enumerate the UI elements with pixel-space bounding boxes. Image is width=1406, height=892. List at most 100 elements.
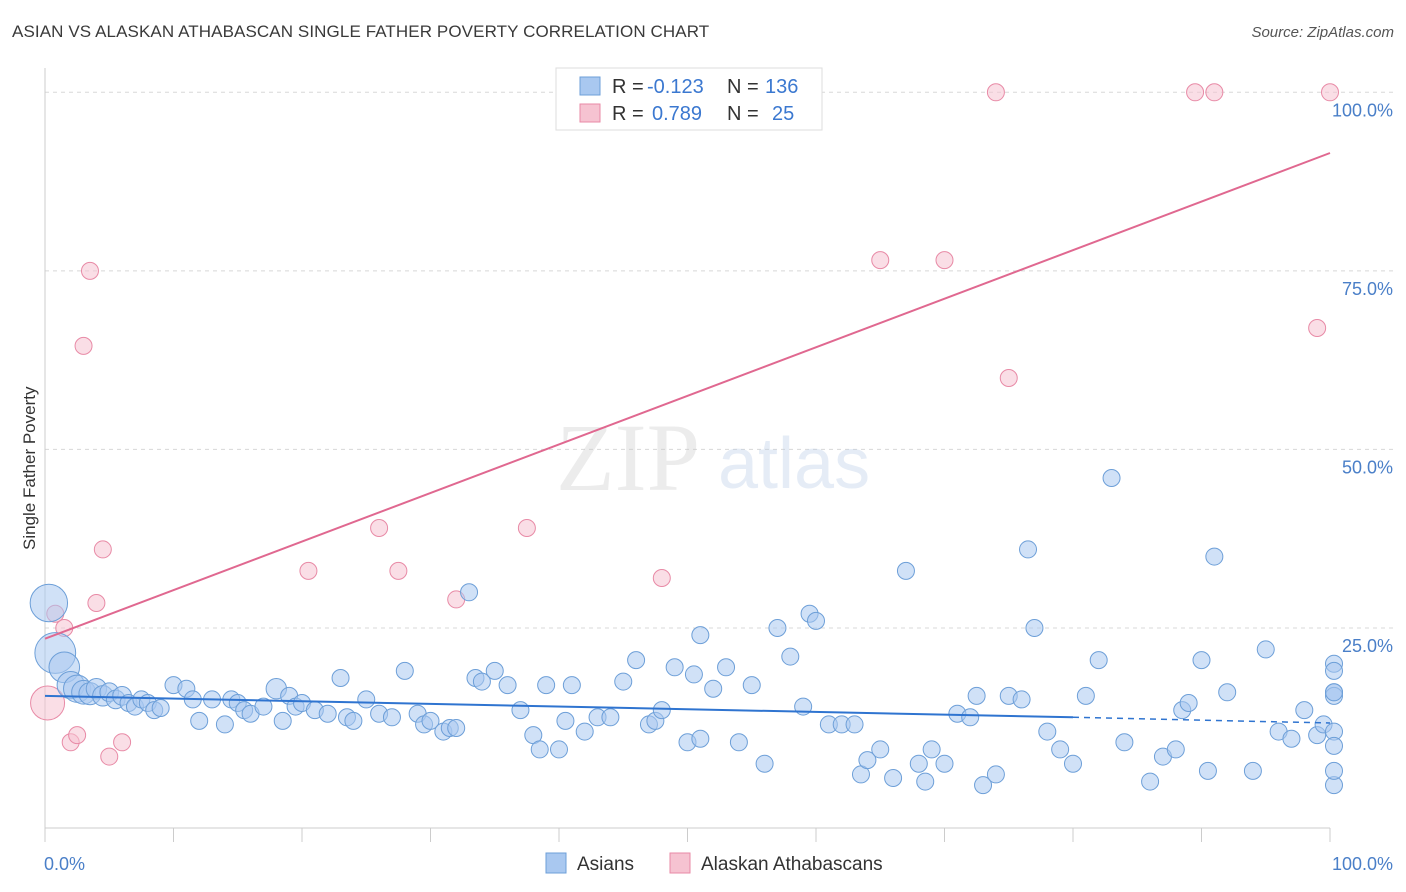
watermark-atlas: atlas bbox=[718, 424, 870, 504]
asians-point-30 bbox=[273, 711, 292, 730]
asians-point-121 bbox=[1243, 761, 1262, 780]
asians-point-48 bbox=[447, 719, 466, 737]
series-asians bbox=[29, 469, 1343, 795]
asians-point-60 bbox=[562, 676, 581, 695]
x-tick-label-0: 0.0% bbox=[44, 854, 85, 874]
y-tick-label-1: 50.0% bbox=[1342, 457, 1393, 477]
asians-point-125 bbox=[1295, 701, 1314, 720]
trend-line-athabascans bbox=[44, 152, 1331, 640]
athabascans-point-6 bbox=[80, 261, 99, 280]
athabascans-point-9 bbox=[100, 747, 119, 766]
asians-point-118 bbox=[1198, 761, 1217, 780]
athabascans-point-17 bbox=[871, 251, 890, 270]
asians-point-83 bbox=[807, 611, 825, 630]
legend-n-value-1: 136 bbox=[765, 76, 798, 98]
athabascans-point-19 bbox=[986, 83, 1005, 102]
chart-title: ASIAN VS ALASKAN ATHABASCAN SINGLE FATHE… bbox=[12, 22, 710, 41]
legend-r-label-1: R = bbox=[612, 76, 644, 98]
asians-point-89 bbox=[871, 740, 890, 759]
asians-point-63 bbox=[601, 708, 620, 727]
legend-swatch-asians bbox=[579, 76, 601, 96]
asians-point-117 bbox=[1192, 651, 1211, 670]
y-tick-label-0: 25.0% bbox=[1342, 636, 1393, 656]
athabascans-point-8 bbox=[93, 540, 112, 559]
athabascans-point-23 bbox=[1308, 319, 1327, 337]
asians-point-112 bbox=[1141, 772, 1160, 791]
asians-point-106 bbox=[1051, 740, 1070, 759]
bottom-legend-swatch-athabascans bbox=[669, 852, 691, 874]
asians-point-120 bbox=[1218, 683, 1237, 702]
athabascans-point-13 bbox=[389, 561, 408, 580]
asians-point-80 bbox=[781, 647, 800, 666]
asians-point-94 bbox=[922, 740, 941, 759]
asians-point-74 bbox=[704, 679, 723, 698]
legend-r-value-1: -0.123 bbox=[647, 76, 704, 98]
asians-point-88 bbox=[858, 751, 877, 770]
asians-point-124 bbox=[1282, 729, 1301, 748]
asians-point-108 bbox=[1076, 686, 1095, 705]
asians-point-54 bbox=[511, 701, 530, 720]
asians-point-97 bbox=[961, 708, 980, 727]
asians-point-134 bbox=[1325, 661, 1343, 680]
asians-point-75 bbox=[717, 658, 736, 677]
x-tick-labels: 0.0% 100.0% bbox=[44, 854, 1393, 874]
asians-point-114 bbox=[1166, 740, 1185, 759]
source-label: Source: ZipAtlas.com bbox=[1251, 24, 1394, 41]
asians-point-111 bbox=[1115, 733, 1134, 752]
asians-point-28 bbox=[254, 697, 273, 716]
asians-point-73 bbox=[691, 626, 710, 645]
legend-r-value-2: 0.789 bbox=[652, 103, 702, 125]
y-tick-label-2: 75.0% bbox=[1342, 279, 1393, 299]
asians-point-100 bbox=[986, 765, 1005, 784]
bottom-legend: Asians Alaskan Athabascans bbox=[545, 852, 883, 875]
asians-point-42 bbox=[395, 661, 414, 680]
asians-point-109 bbox=[1089, 651, 1108, 670]
x-tick-label-1: 100.0% bbox=[1332, 854, 1393, 874]
asians-point-52 bbox=[485, 661, 504, 680]
athabascans-point-21 bbox=[1186, 83, 1205, 102]
asians-point-90 bbox=[884, 769, 903, 787]
athabascans-point-18 bbox=[935, 251, 954, 270]
athabascans-point-4 bbox=[68, 726, 87, 745]
asians-point-77 bbox=[742, 676, 761, 695]
asians-point-95 bbox=[935, 754, 954, 773]
asians-point-35 bbox=[318, 704, 337, 723]
asians-point-57 bbox=[537, 676, 556, 695]
athabascans-point-10 bbox=[113, 733, 132, 752]
asians-point-41 bbox=[382, 708, 401, 727]
asians-point-36 bbox=[331, 669, 350, 687]
asians-point-76 bbox=[729, 733, 748, 752]
trend-lines bbox=[44, 152, 1331, 724]
asians-point-17 bbox=[151, 699, 170, 717]
asians-point-39 bbox=[357, 690, 376, 709]
asians-point-23 bbox=[215, 715, 234, 734]
asians-point-103 bbox=[1019, 540, 1038, 559]
bottom-legend-asians: Asians bbox=[577, 854, 634, 875]
asians-point-110 bbox=[1102, 469, 1121, 487]
legend-swatch-athabascans bbox=[579, 103, 601, 123]
watermark-zip: ZIP bbox=[556, 404, 700, 511]
asians-point-71 bbox=[684, 665, 703, 684]
legend-n-value-2: 25 bbox=[772, 103, 794, 125]
asians-point-51 bbox=[472, 672, 491, 691]
asians-point-105 bbox=[1038, 722, 1057, 741]
asians-point-86 bbox=[845, 715, 864, 734]
asians-point-79 bbox=[768, 619, 787, 637]
asians-point-129 bbox=[1325, 761, 1343, 780]
asians-point-93 bbox=[916, 772, 935, 791]
asians-point-59 bbox=[556, 711, 575, 730]
asians-point-107 bbox=[1064, 754, 1082, 773]
asians-point-45 bbox=[421, 711, 440, 730]
athabascans-point-20 bbox=[999, 369, 1018, 387]
legend-box: R = -0.123 N = 136 R = 0.789 N = 25 bbox=[555, 67, 823, 131]
athabascans-point-7 bbox=[87, 594, 106, 612]
athabascans-point-5 bbox=[74, 336, 93, 355]
bottom-legend-athabascans: Alaskan Athabascans bbox=[701, 854, 883, 875]
asians-point-72 bbox=[691, 729, 710, 748]
asians-point-21 bbox=[190, 711, 209, 730]
asians-point-122 bbox=[1256, 640, 1275, 659]
asians-point-102 bbox=[1012, 690, 1031, 709]
watermark: ZIP atlas bbox=[556, 404, 870, 511]
trend-line-asians bbox=[44, 694, 1074, 719]
asians-point-58 bbox=[550, 740, 568, 759]
